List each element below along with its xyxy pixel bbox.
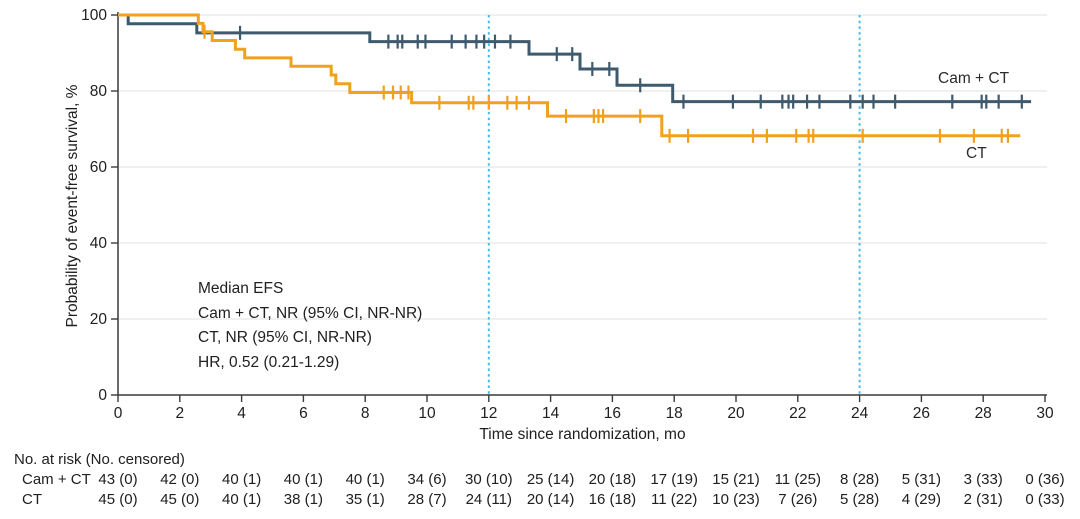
annotation-line-hr: HR, 0.52 (0.21-1.29) bbox=[198, 353, 340, 371]
x-tick-label: 20 bbox=[727, 405, 745, 422]
risk-cell: 5 (28) bbox=[840, 491, 880, 508]
x-tick-label: 10 bbox=[418, 405, 436, 422]
risk-cell: 42 (0) bbox=[160, 471, 200, 488]
risk-cell: 4 (29) bbox=[901, 491, 941, 508]
x-axis-title: Time since randomization, mo bbox=[479, 426, 686, 443]
risk-cell: 15 (21) bbox=[712, 471, 760, 488]
x-tick-label: 0 bbox=[114, 405, 123, 422]
x-tick-label: 2 bbox=[175, 405, 184, 422]
y-tick-label: 60 bbox=[90, 159, 108, 176]
risk-cell: 11 (22) bbox=[650, 491, 698, 508]
risk-cell: 28 (7) bbox=[407, 491, 447, 508]
annotation-line-median: Median EFS bbox=[198, 280, 284, 297]
risk-cell: 2 (31) bbox=[963, 491, 1003, 508]
survival-curve-cam-ct bbox=[118, 13, 1032, 104]
curve-label-ct: CT bbox=[966, 145, 987, 162]
risk-cell: 45 (0) bbox=[98, 491, 138, 508]
risk-cell: 8 (28) bbox=[840, 471, 880, 488]
risk-row-label-cam-ct: Cam + CT bbox=[22, 471, 91, 488]
risk-cell: 5 (31) bbox=[901, 471, 941, 488]
y-tick-label: 20 bbox=[90, 311, 108, 328]
risk-cell: 7 (26) bbox=[778, 491, 818, 508]
risk-cell: 35 (1) bbox=[345, 491, 385, 508]
x-tick-label: 14 bbox=[542, 405, 560, 422]
x-tick-label: 18 bbox=[666, 405, 683, 422]
risk-row-label-ct: CT bbox=[22, 491, 42, 508]
risk-cell: 40 (1) bbox=[283, 471, 323, 488]
risk-cell: 24 (11) bbox=[465, 491, 512, 508]
risk-cell: 30 (10) bbox=[465, 471, 513, 488]
risk-cell: 40 (1) bbox=[345, 471, 385, 488]
risk-cell: 40 (1) bbox=[222, 491, 262, 508]
x-tick-label: 26 bbox=[913, 405, 930, 422]
risk-table-title: No. at risk (No. censored) bbox=[14, 451, 185, 468]
x-tick-label: 24 bbox=[851, 405, 869, 422]
x-tick-label: 12 bbox=[480, 405, 497, 422]
risk-cell: 11 (25) bbox=[774, 471, 821, 488]
x-tick-label: 22 bbox=[789, 405, 806, 422]
risk-cell: 25 (14) bbox=[526, 471, 575, 488]
risk-cell: 0 (33) bbox=[1025, 491, 1065, 508]
risk-cell: 34 (6) bbox=[407, 471, 447, 488]
x-tick-label: 6 bbox=[299, 405, 308, 422]
risk-cell: 20 (14) bbox=[526, 491, 575, 508]
risk-cell: 16 (18) bbox=[588, 491, 637, 508]
annotation-line-ct: CT, NR (95% CI, NR-NR) bbox=[198, 329, 372, 347]
median-efs-annotation: Median EFS Cam + CT, NR (95% CI, NR-NR) … bbox=[198, 277, 422, 375]
y-tick-label: 40 bbox=[90, 235, 108, 252]
risk-cell: 0 (36) bbox=[1025, 471, 1065, 488]
risk-cell: 20 (18) bbox=[588, 471, 637, 488]
x-tick-label: 16 bbox=[604, 405, 621, 422]
y-tick-label: 100 bbox=[81, 7, 107, 24]
x-tick-label: 30 bbox=[1036, 405, 1054, 422]
x-tick-label: 28 bbox=[975, 405, 992, 422]
annotation-line-cam-ct: Cam + CT, NR (95% CI, NR-NR) bbox=[198, 304, 423, 322]
risk-cell: 38 (1) bbox=[283, 491, 323, 508]
curve-label-cam-ct: Cam + CT bbox=[938, 70, 1010, 87]
x-tick-label: 4 bbox=[237, 405, 246, 422]
x-tick-label: 8 bbox=[361, 405, 370, 422]
y-tick-label: 80 bbox=[90, 83, 108, 100]
risk-cell: 17 (19) bbox=[650, 471, 698, 488]
risk-cell: 10 (23) bbox=[712, 491, 760, 508]
y-tick-label: 0 bbox=[98, 387, 107, 404]
y-axis-title: Probability of event-free survival, % bbox=[64, 84, 81, 328]
risk-cell: 45 (0) bbox=[160, 491, 200, 508]
risk-cell: 3 (33) bbox=[963, 471, 1003, 488]
risk-cell: 40 (1) bbox=[222, 471, 262, 488]
risk-cell: 43 (0) bbox=[98, 471, 138, 488]
